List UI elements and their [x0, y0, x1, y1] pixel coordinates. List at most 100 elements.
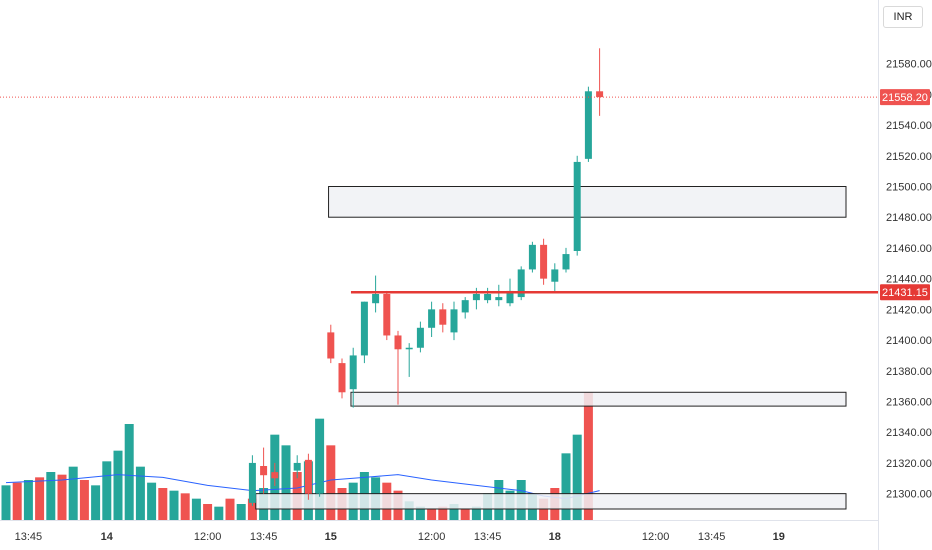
volume-bar: [404, 501, 414, 520]
volume-bar: [169, 490, 179, 520]
y-tick-label: 21580.00: [886, 59, 932, 71]
volume-bar: [57, 474, 67, 520]
x-tick-label: 15: [325, 531, 337, 543]
candle-body: [495, 297, 503, 301]
candle-body: [461, 300, 469, 313]
y-tick-label: 21400.00: [886, 335, 932, 347]
x-tick-label: 13:45: [15, 531, 43, 543]
volume-bar: [113, 450, 123, 520]
x-tick-label: 14: [101, 531, 114, 543]
y-tick-label: 21360.00: [886, 397, 932, 409]
volume-bar: [572, 434, 582, 520]
volume-bar: [225, 498, 235, 520]
candle-body: [540, 244, 548, 279]
volume-bar: [124, 424, 134, 520]
volume-bar: [79, 480, 89, 520]
candle-body: [506, 290, 514, 304]
candle-body: [551, 269, 559, 282]
volume-bar: [46, 472, 56, 520]
volume-bar: [583, 392, 593, 520]
candles: [248, 48, 604, 506]
x-tick-label: 13:45: [250, 531, 278, 543]
candle-body: [383, 294, 391, 336]
candle-body: [248, 462, 256, 503]
volume-bar: [471, 506, 481, 520]
candle-body: [484, 294, 492, 301]
x-tick-label: 12:00: [194, 531, 222, 543]
candle-body: [472, 294, 480, 301]
x-tick-label: 13:45: [698, 531, 726, 543]
volume-bar: [68, 466, 78, 520]
candle-body: [562, 254, 570, 270]
volume-bar: [247, 498, 257, 520]
candle-body: [428, 309, 436, 328]
y-tick-label: 21340.00: [886, 427, 932, 439]
volume-bar: [135, 466, 145, 520]
currency-selector[interactable]: INR: [883, 6, 923, 28]
volume-bar: [23, 480, 33, 520]
supply-demand-zone: [350, 391, 847, 407]
supply-demand-zone: [328, 186, 847, 218]
volume-bar: [102, 461, 112, 520]
volume-bar: [438, 506, 448, 520]
x-tick-label: 12:00: [418, 531, 446, 543]
y-tick-label: 21300.00: [886, 489, 932, 501]
y-tick-label: 21540.00: [886, 120, 932, 132]
volume-bar: [35, 477, 45, 520]
candle-body: [271, 472, 279, 479]
candle-body: [327, 332, 335, 359]
candle-body: [304, 459, 312, 494]
candle-body: [349, 355, 357, 390]
candle-body: [316, 426, 324, 494]
y-tick-label: 21420.00: [886, 304, 932, 316]
candle-body: [528, 244, 536, 270]
x-tick-label: 13:45: [474, 531, 502, 543]
x-tick-label: 12:00: [642, 531, 670, 543]
candle-body: [517, 269, 525, 298]
candle-body: [439, 309, 447, 325]
x-tick-label: 18: [549, 531, 561, 543]
candle-body: [596, 91, 604, 98]
candle-body: [573, 161, 581, 251]
last-price-label: 21558.20: [882, 92, 928, 104]
y-tick-label: 21480.00: [886, 212, 932, 224]
volume-bar: [180, 493, 190, 520]
volume-bar: [203, 504, 213, 520]
volume-bar: [158, 488, 168, 520]
candle-body: [282, 470, 290, 476]
volume-bar: [191, 498, 201, 520]
candle-body: [394, 335, 402, 350]
y-tick-label: 21520.00: [886, 151, 932, 163]
volume-bar: [449, 504, 459, 520]
candle-body: [405, 347, 413, 350]
volume-bar: [561, 453, 571, 520]
zones: [255, 186, 847, 510]
supply-demand-zone: [255, 493, 847, 510]
candle-body: [416, 327, 424, 348]
volume-bar: [214, 506, 224, 520]
lines: [0, 96, 878, 294]
volume-bar: [236, 504, 246, 520]
y-tick-label: 21500.00: [886, 182, 932, 194]
volume-bar: [12, 482, 22, 520]
volume-bar: [427, 509, 437, 520]
x-tick-label: 19: [773, 531, 785, 543]
volume-bar: [1, 485, 11, 520]
candle-body: [372, 294, 380, 304]
volume-bar: [147, 482, 157, 520]
y-tick-label: 21380.00: [886, 366, 932, 378]
candle-body: [260, 466, 268, 476]
volume-bar: [326, 445, 336, 520]
candle-body: [584, 91, 592, 159]
last-price-badge: [880, 89, 930, 106]
candle-body: [450, 309, 458, 333]
y-tick-label: 21460.00: [886, 243, 932, 255]
y-tick-label: 21320.00: [886, 458, 932, 470]
volume-bar: [460, 509, 470, 520]
volume-bar: [415, 506, 425, 520]
level-price-badge: [880, 284, 930, 301]
level-price-label: 21431.15: [882, 287, 928, 299]
candle-body: [338, 363, 346, 393]
